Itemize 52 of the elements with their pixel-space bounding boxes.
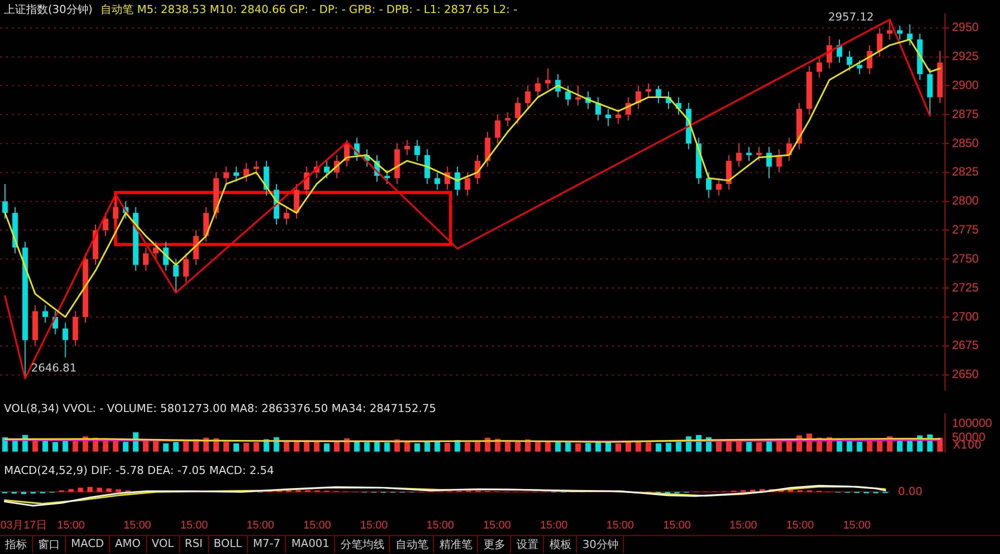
text: MACD	[66, 536, 110, 553]
text: 分笔均线	[335, 536, 390, 553]
text: 更多	[478, 536, 512, 553]
y-tick-label: 2825	[952, 164, 980, 179]
annotation: 2957.12	[828, 10, 874, 24]
y-tick-label: 2775	[952, 222, 980, 237]
y-tick-label: 2725	[952, 280, 980, 294]
x-tick-label: 15:00	[729, 519, 758, 532]
annotation: 2646.81	[31, 361, 77, 374]
x-tick-label: 15:00	[663, 519, 691, 532]
y-tick-label: 2925	[952, 49, 980, 64]
x-tick-label: 15:00	[426, 519, 454, 532]
text: MA001	[286, 536, 336, 553]
text: M7-7	[248, 536, 286, 553]
y-tick-label: 100000	[952, 416, 992, 430]
x-tick-label: 15:00	[303, 519, 331, 532]
y-tick-label: 2800	[952, 194, 980, 208]
x-tick-label: 15:00	[540, 519, 568, 532]
x-tick-label: 15:00	[360, 519, 388, 532]
y-tick-label: 2675	[952, 338, 980, 352]
x-tick-label: 15:00	[246, 519, 274, 532]
text: 30分钟	[577, 536, 624, 553]
x-tick-label: 15:00	[57, 519, 85, 532]
x-tick-label: 03月17日	[0, 519, 47, 532]
x-tick-label: 15:00	[606, 519, 634, 532]
x-tick-label: 15:00	[124, 519, 152, 532]
x-tick-label: 15:00	[483, 519, 511, 532]
text: RSI	[180, 536, 209, 553]
text: 模板	[544, 536, 578, 553]
y-tick-label: 2900	[952, 78, 980, 92]
x-tick-label: 15:00	[786, 519, 814, 532]
text: 0.00	[898, 484, 922, 498]
y-tick-label: 2750	[952, 251, 980, 266]
text: VOL	[146, 536, 180, 553]
y-tick-label: 2700	[952, 309, 980, 324]
chart-subtitle: 自动笔 M5: 2838.53 M10: 2840.66 GP: - DP: - GPB: - DPB: - L1: 2837.65 L2: -	[100, 3, 518, 16]
y-tick-label: 2650	[952, 367, 980, 382]
text: 设置	[511, 536, 544, 553]
x-tick-label: 15:00	[843, 519, 871, 532]
x-tick-label: 15:00	[180, 519, 208, 532]
chart-title: VOL(8,34) VVOL: - VOLUME: 5801273.00 MA8: 2863376.50 MA34: 2847152.75	[4, 402, 436, 415]
text: 指标	[0, 536, 33, 553]
y-tick-label: 2950	[952, 20, 980, 34]
text: AMO	[110, 536, 147, 553]
text: 窗口	[33, 536, 66, 553]
chart-title: 上证指数(30分钟)	[4, 3, 93, 16]
text: 自动笔	[390, 536, 434, 553]
chart-title: MACD(24,52,9) DIF: -5.78 DEA: -7.05 MACD: 2.54	[4, 464, 274, 477]
text: BOLL	[208, 536, 248, 553]
y-tick-label: 2850	[952, 136, 980, 150]
y-tick-label: 2875	[952, 106, 980, 121]
text: 精准笔	[434, 536, 478, 553]
